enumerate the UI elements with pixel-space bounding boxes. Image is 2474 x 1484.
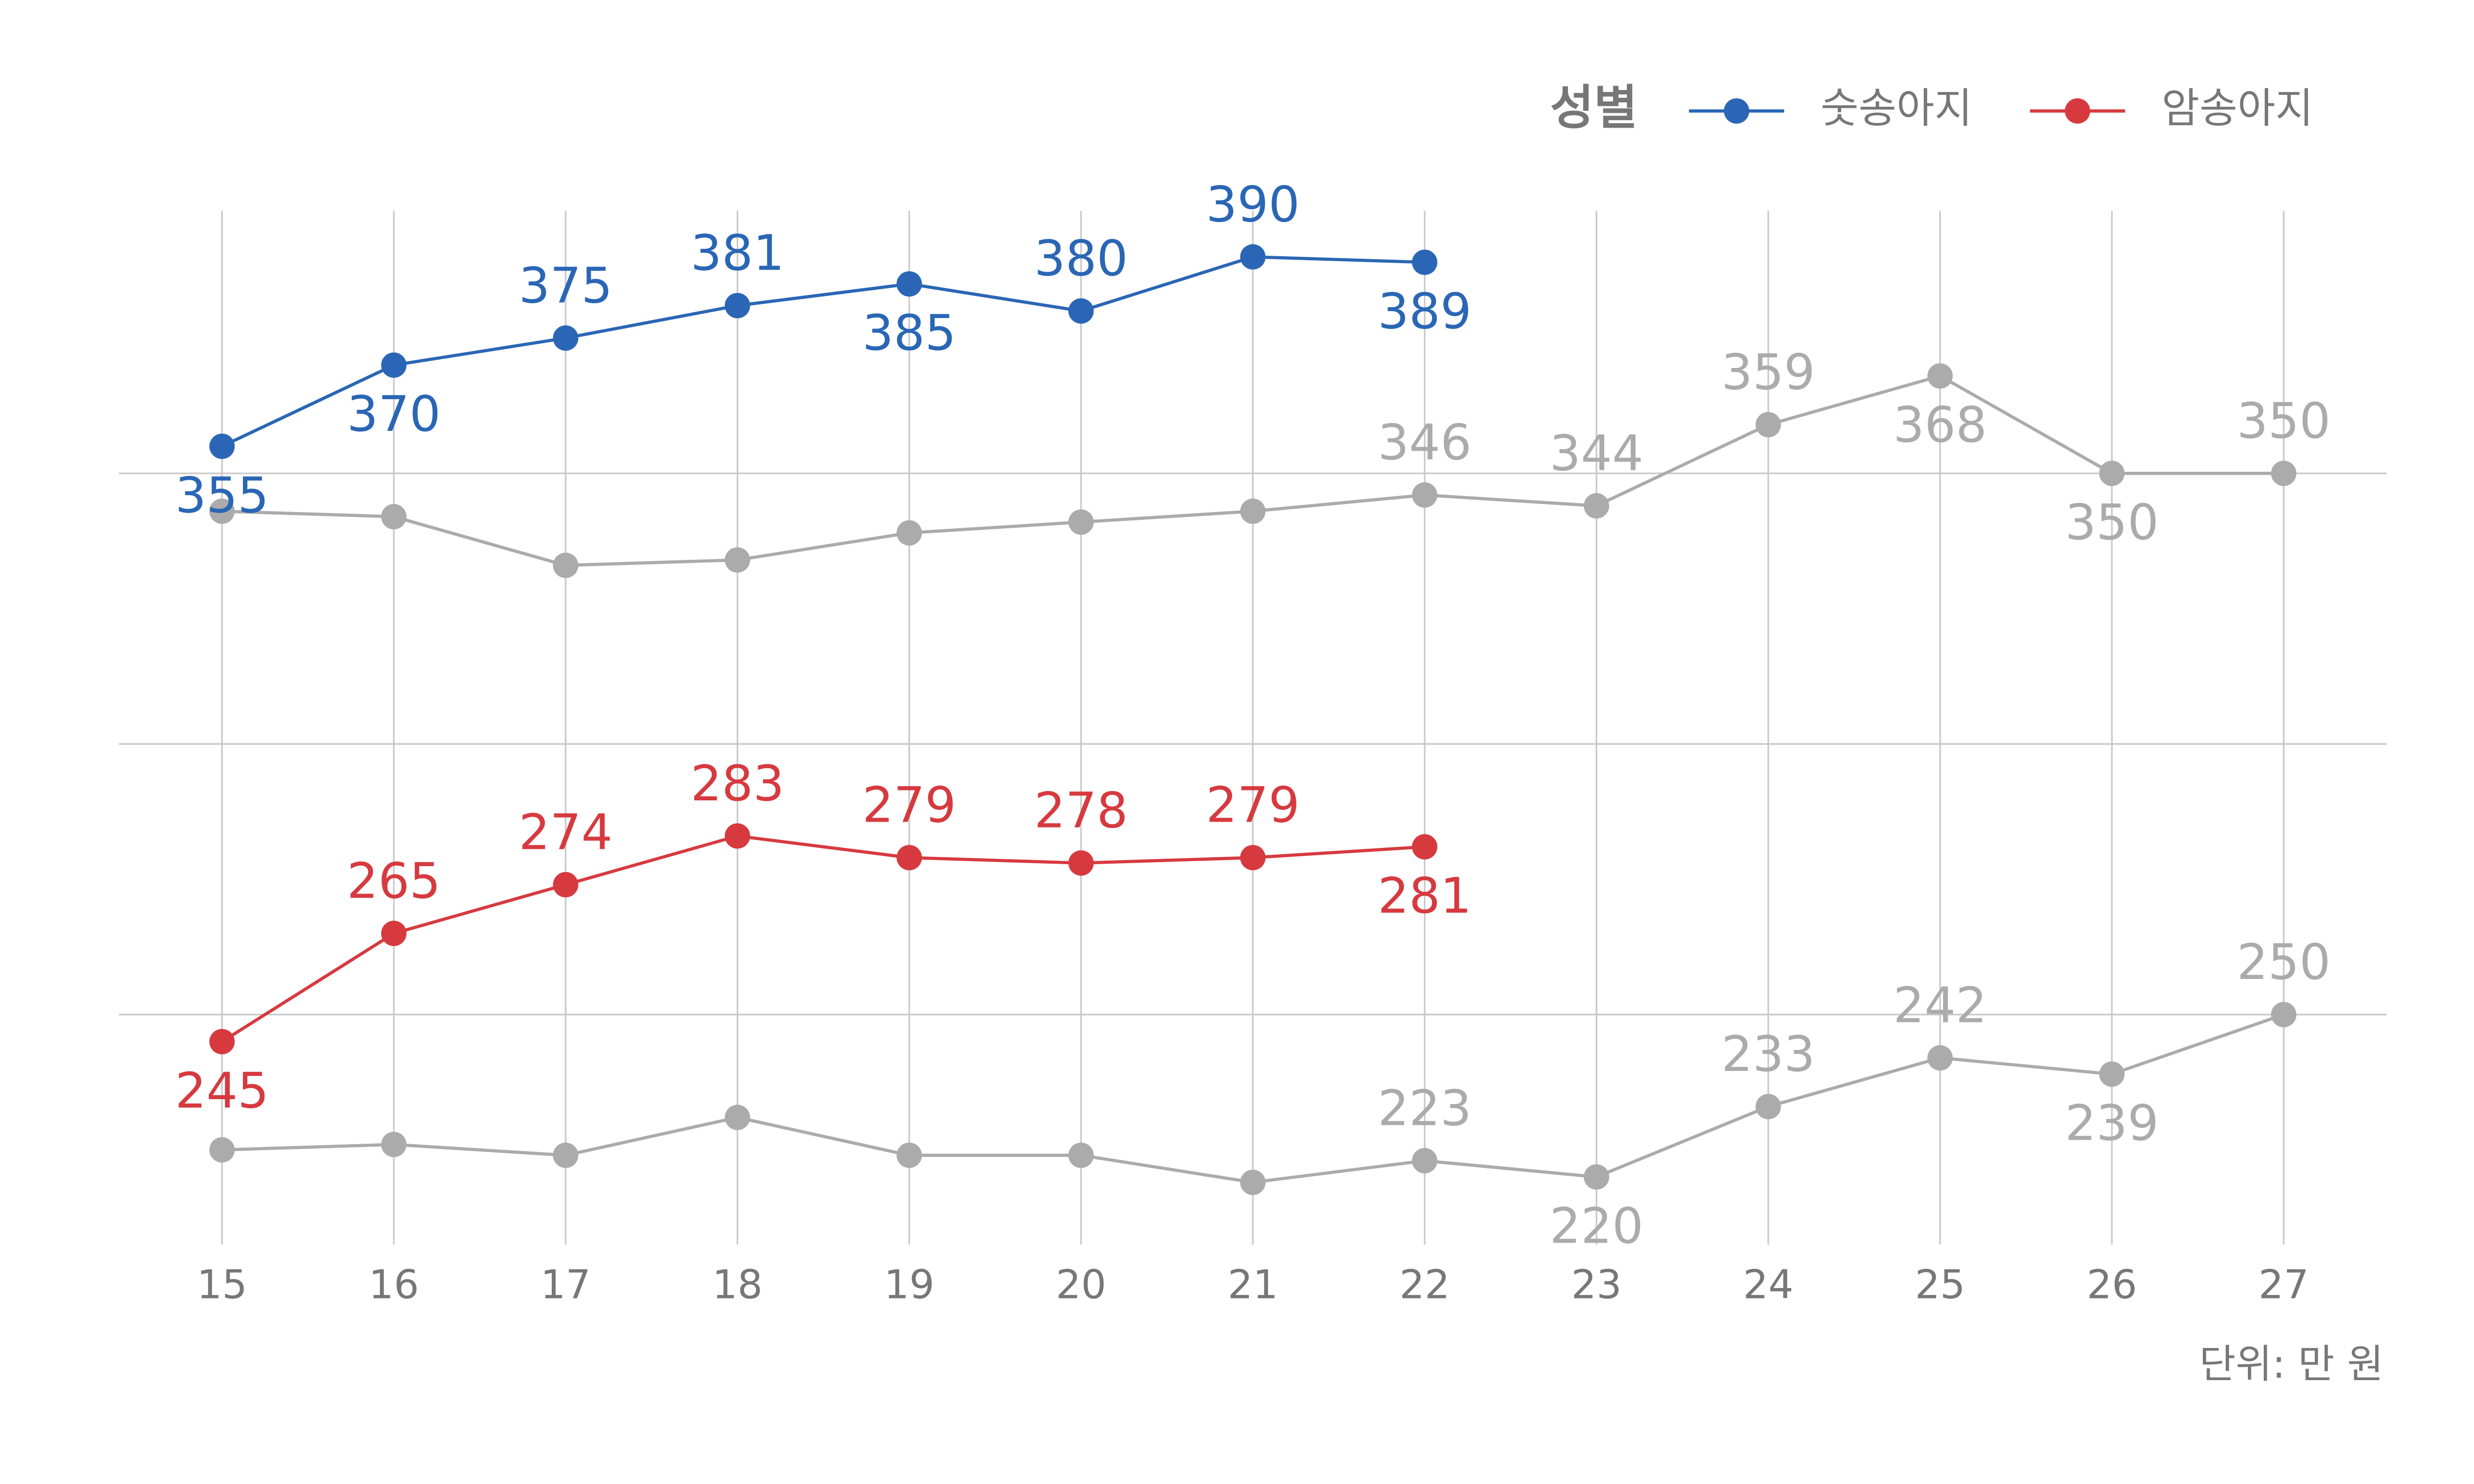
data-point — [2099, 1061, 2125, 1087]
data-point — [1240, 498, 1266, 524]
data-point — [209, 498, 235, 524]
data-label: 265 — [347, 853, 441, 910]
data-label: 346 — [1378, 415, 1472, 471]
x-tick-label: 16 — [369, 1262, 419, 1308]
data-point — [1068, 298, 1094, 324]
x-tick-label: 15 — [197, 1262, 247, 1308]
legend-marker — [2065, 98, 2091, 124]
data-point — [1240, 845, 1266, 871]
data-label: 370 — [347, 386, 441, 443]
data-label: 380 — [1034, 231, 1128, 287]
data-point — [209, 1137, 235, 1163]
data-label: 233 — [1721, 1026, 1815, 1083]
x-tick-label: 25 — [1915, 1262, 1965, 1308]
x-tick-label: 22 — [1399, 1262, 1450, 1308]
data-point — [1240, 244, 1266, 270]
data-point — [1412, 482, 1437, 508]
data-label: 281 — [1378, 868, 1472, 925]
data-label: 274 — [519, 804, 613, 861]
labels: 346 344 359 368 350 350 223 220 233 242 239 250 355 3… — [175, 176, 2331, 1254]
legend-title: 성별 — [1550, 80, 1638, 136]
data-point — [896, 845, 922, 871]
legend: 성별 숫송아지 암송아지 — [1550, 80, 2314, 136]
legend-label: 숫송아지 — [1820, 84, 1972, 132]
data-label: 389 — [1378, 283, 1472, 340]
data-point — [381, 921, 407, 946]
data-point — [381, 504, 407, 530]
x-tick-label: 17 — [540, 1262, 591, 1308]
data-point — [2271, 461, 2297, 486]
data-point — [553, 325, 578, 351]
data-point — [209, 433, 235, 459]
data-point — [2271, 1002, 2297, 1027]
x-tick-label: 27 — [2258, 1262, 2309, 1308]
data-point — [1927, 1045, 1953, 1071]
series-line — [221, 834, 1425, 1043]
data-label: 250 — [2237, 934, 2331, 991]
data-label: 223 — [1378, 1080, 1472, 1137]
data-label: 220 — [1550, 1198, 1644, 1254]
data-point — [724, 293, 751, 319]
x-tick-label: 20 — [1056, 1262, 1106, 1308]
data-point — [724, 1105, 751, 1130]
data-point — [209, 1029, 235, 1055]
data-point — [553, 1142, 578, 1168]
data-label: 381 — [691, 225, 785, 282]
caption: 단위: 만 원 — [2199, 1341, 2384, 1387]
data-point — [1583, 1164, 1610, 1190]
data-point — [1412, 834, 1437, 860]
data-point — [724, 823, 751, 849]
data-label: 245 — [175, 1063, 269, 1119]
data-point — [1068, 1142, 1094, 1168]
data-point — [553, 553, 578, 578]
data-label: 350 — [2237, 393, 2331, 450]
legend-label: 암송아지 — [2162, 84, 2314, 132]
data-point — [896, 520, 922, 546]
data-point — [1068, 850, 1094, 876]
data-point — [381, 352, 407, 378]
data-point — [896, 271, 922, 297]
data-label: 355 — [175, 467, 269, 524]
data-label: 283 — [691, 755, 785, 812]
data-label: 278 — [1034, 783, 1128, 839]
data-label: 385 — [862, 305, 956, 362]
x-tick-label: 23 — [1571, 1262, 1622, 1308]
data-point — [1412, 249, 1437, 275]
x-tick-label: 24 — [1743, 1262, 1794, 1308]
data-point — [381, 1131, 407, 1158]
data-label: 239 — [2065, 1095, 2159, 1152]
x-tick-label: 26 — [2087, 1262, 2137, 1308]
x-tick-label: 18 — [712, 1262, 762, 1308]
x-tick-label: 21 — [1228, 1262, 1278, 1308]
data-point — [1583, 493, 1610, 519]
data-point — [553, 872, 578, 898]
data-point — [2099, 461, 2125, 486]
data-label: 279 — [1206, 777, 1300, 834]
x-tick-label: 19 — [884, 1262, 935, 1308]
data-label: 375 — [519, 257, 613, 314]
data-point — [1756, 1094, 1781, 1119]
data-point — [896, 1142, 922, 1168]
data-label: 368 — [1893, 397, 1987, 454]
data-label: 279 — [862, 777, 956, 834]
data-point — [1927, 363, 1953, 389]
grid: 15 16 17 18 19 20 21 22 23 24 25 26 27 — [119, 211, 2387, 1308]
data-label: 344 — [1550, 425, 1644, 482]
data-label: 350 — [2065, 494, 2159, 551]
data-label: 359 — [1721, 344, 1815, 401]
legend-marker — [1723, 98, 1750, 124]
data-label: 242 — [1893, 977, 1987, 1034]
data-point — [724, 547, 751, 573]
data-point — [1412, 1148, 1437, 1174]
data-point — [1240, 1169, 1266, 1195]
lines — [209, 244, 2297, 1195]
data-label: 390 — [1206, 176, 1300, 233]
series-line — [221, 255, 1425, 448]
data-point — [1756, 412, 1781, 438]
data-point — [1068, 509, 1094, 535]
